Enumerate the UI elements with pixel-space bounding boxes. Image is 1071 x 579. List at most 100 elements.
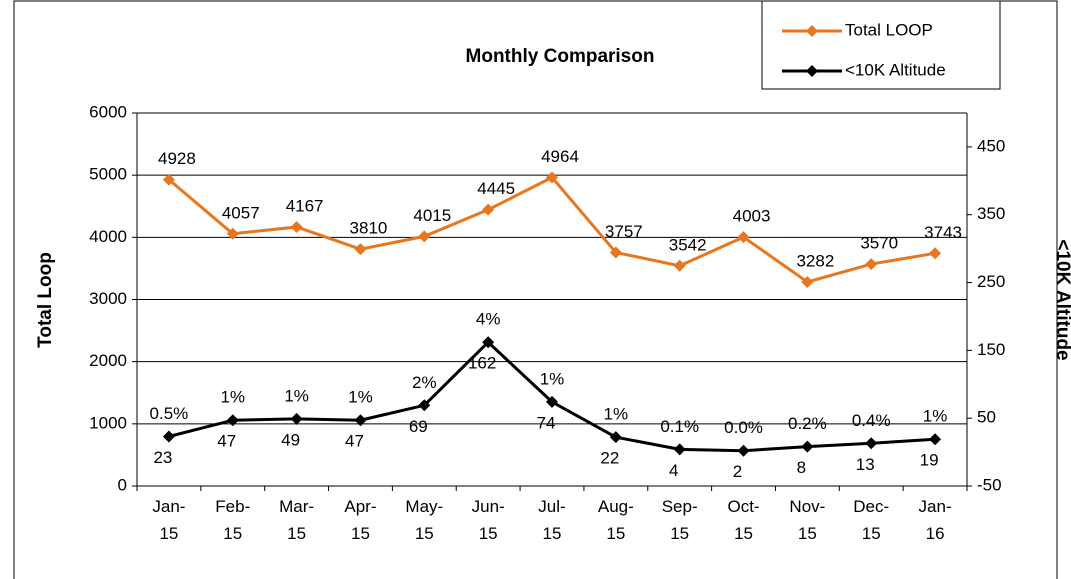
percent-label: 1% [540,369,565,388]
data-label: 13 [856,455,875,474]
marker [226,414,239,427]
data-label: 4015 [413,206,451,225]
y-tick-label: 0 [118,475,127,494]
x-tick-label: Nov-15 [789,497,825,543]
marker [801,440,814,453]
marker [482,336,495,349]
legend-label: Total LOOP [845,20,933,39]
y2-axis-label: <10K Altitude [1052,239,1071,360]
data-label: 69 [409,417,428,436]
percent-label: 2% [412,373,437,392]
percent-label: 1% [923,407,948,426]
legend-label: <10K Altitude [845,60,946,79]
marker [290,412,303,425]
data-label: 49 [281,430,300,449]
marker [865,437,878,450]
marker [609,431,622,444]
chart-border [13,0,1058,579]
data-label: 3743 [924,223,962,242]
y2-tick-label: 350 [977,204,1005,223]
percent-label: 1% [284,386,309,405]
marker [290,220,303,233]
marker [673,443,686,456]
data-label: 4003 [733,207,771,226]
y-tick-label: 6000 [89,102,127,121]
marker [801,275,814,288]
data-label: 162 [468,354,496,373]
x-tick-label: Jul-15 [538,497,565,543]
legend-box [761,0,1001,90]
chart-title: Monthly Comparison [466,46,655,67]
x-tick-label: Apr-15 [344,497,376,543]
percent-label: 4% [476,310,501,329]
x-tick-label: Jun-15 [472,497,505,543]
data-label: 4928 [158,149,196,168]
percent-label: 0.5% [150,404,189,423]
y-axis-label: Total Loop [35,252,56,348]
data-label: 47 [345,432,364,451]
percent-label: 1% [604,405,629,424]
data-label: 3570 [860,234,898,253]
x-tick-label: Aug-15 [598,497,634,543]
percent-label: 1% [220,388,245,407]
marker [226,227,239,240]
percent-label: 0.1% [660,417,699,436]
data-label: 2 [733,462,742,481]
marker [673,259,686,272]
marker [865,258,878,271]
data-label: 22 [600,449,619,468]
x-tick-label: Feb-15 [215,497,250,543]
y2-tick-label: -50 [977,475,1002,494]
marker [482,203,495,216]
legend-marker [806,25,818,37]
percent-label: 1% [348,388,373,407]
y2-tick-label: 150 [977,340,1005,359]
marker [737,444,750,457]
y-tick-label: 2000 [89,351,127,370]
marker [546,395,558,408]
x-tick-label: Sep-15 [662,497,698,543]
data-label: 4167 [286,196,324,215]
marker [354,243,367,256]
marker [737,231,750,244]
y2-tick-label: 250 [977,272,1005,291]
data-label: 74 [537,413,556,432]
data-label: 23 [153,448,172,467]
marker [609,246,622,259]
y2-tick-label: 50 [977,408,996,427]
data-label: 4 [669,461,678,480]
percent-label: 0.2% [788,414,827,433]
x-tick-label: Mar-15 [279,497,314,543]
data-label: 3542 [669,235,707,254]
x-tick-label: May-15 [405,497,443,543]
legend-marker [806,65,818,77]
marker [354,414,367,427]
percent-label: 0.4% [852,411,891,430]
marker [929,247,942,260]
y-tick-label: 4000 [89,227,127,246]
data-label: 3282 [796,251,834,270]
x-tick-label: Oct-15 [727,497,759,543]
percent-label: 0.0% [724,418,763,437]
data-label: 4964 [541,147,579,166]
data-label: 19 [920,451,939,470]
data-label: 3757 [605,222,643,241]
marker [162,173,175,186]
x-tick-label: Jan-16 [919,497,952,543]
marker [929,433,942,446]
marker [418,230,431,243]
data-label: 47 [217,432,236,451]
x-tick-label: Dec-15 [853,497,889,543]
y-tick-label: 1000 [89,413,127,432]
y2-tick-label: 450 [977,136,1005,155]
data-label: 4057 [222,203,260,222]
y-tick-label: 5000 [89,165,127,184]
data-label: 4445 [477,179,515,198]
marker [162,430,175,443]
data-label: 8 [797,458,806,477]
marker [546,171,558,184]
data-label: 3810 [350,219,388,238]
x-tick-label: Jan-15 [152,497,185,543]
